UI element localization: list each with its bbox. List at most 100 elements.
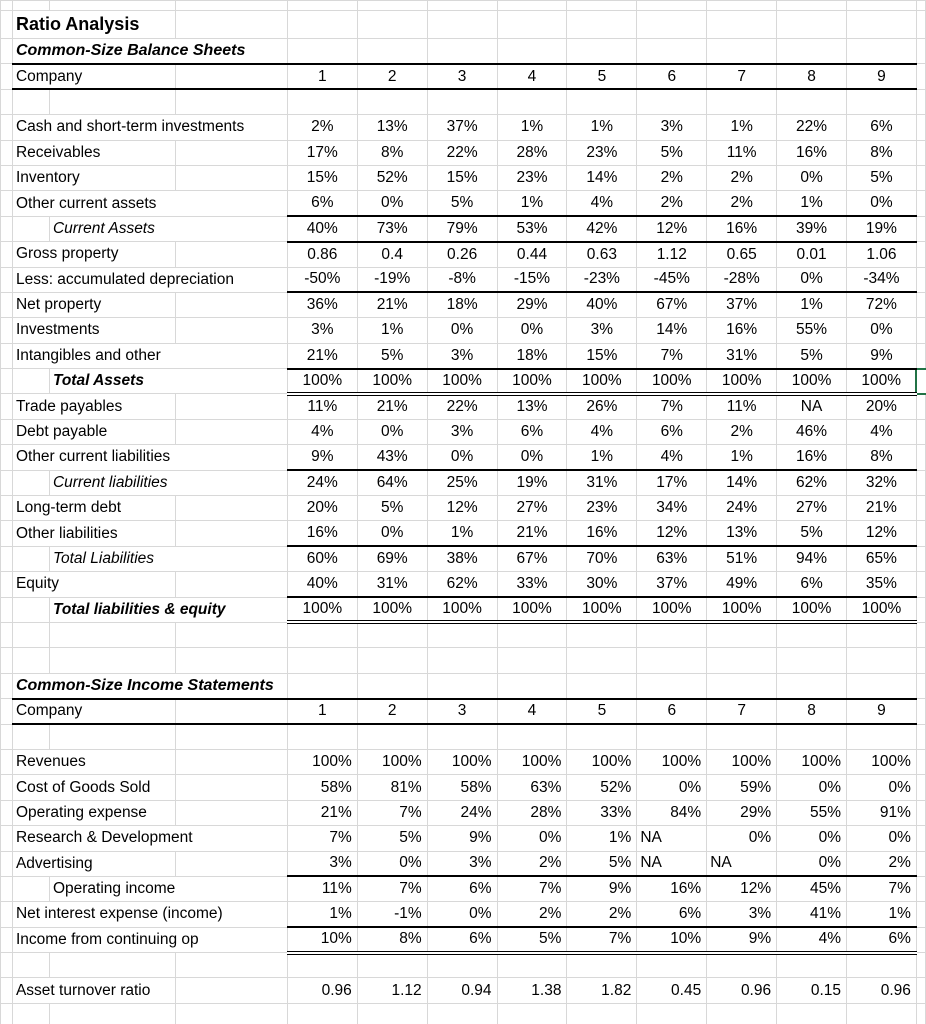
cell-value[interactable]	[496, 37, 568, 65]
cell-value[interactable]: 8%	[846, 444, 917, 472]
cell-value[interactable]	[566, 10, 638, 39]
cell-value[interactable]: 100%	[706, 748, 778, 776]
cell-value[interactable]	[776, 37, 847, 65]
company-number[interactable]: 9	[846, 697, 917, 726]
cell-value[interactable]	[636, 672, 708, 700]
cell-blank[interactable]	[11, 0, 50, 11]
cell-blank[interactable]	[915, 114, 926, 141]
cell-value[interactable]: 40%	[566, 291, 638, 319]
cell-blank[interactable]	[174, 418, 288, 446]
cell-blank[interactable]	[174, 520, 288, 547]
cell-blank[interactable]	[174, 748, 288, 776]
cell-value[interactable]: 39%	[776, 215, 847, 243]
cell-value[interactable]: 84%	[636, 799, 708, 827]
cell-value[interactable]	[846, 1002, 917, 1024]
cell-value[interactable]: 38%	[426, 545, 498, 573]
cell-blank[interactable]	[915, 952, 926, 979]
cell-blank[interactable]	[915, 672, 926, 700]
cell-value[interactable]	[706, 10, 778, 39]
company-number[interactable]: 2	[356, 697, 428, 726]
cell-blank[interactable]	[915, 850, 926, 877]
cell-value[interactable]	[706, 647, 778, 674]
cell-value[interactable]	[426, 621, 498, 649]
cell-value[interactable]: 100%	[776, 748, 847, 776]
cell-value[interactable]	[286, 0, 358, 11]
cell-value[interactable]: 22%	[426, 393, 498, 420]
cell-blank[interactable]	[0, 266, 13, 293]
cell-blank[interactable]	[915, 190, 926, 217]
cell-blank[interactable]	[11, 647, 50, 674]
cell-blank[interactable]	[915, 545, 926, 573]
cell-value[interactable]: 6%	[636, 418, 708, 446]
cell-value[interactable]: 11%	[286, 393, 358, 420]
cell-value[interactable]: 2%	[706, 164, 778, 192]
cell-value[interactable]: 1%	[706, 114, 778, 141]
cell-value[interactable]: 3%	[426, 418, 498, 446]
cell-value[interactable]: 33%	[496, 571, 568, 599]
cell-blank[interactable]	[0, 164, 13, 192]
cell-blank[interactable]	[0, 342, 13, 370]
cell-value[interactable]: 19%	[846, 215, 917, 243]
cell-value[interactable]: 100%	[496, 748, 568, 776]
cell-value[interactable]	[286, 10, 358, 39]
cell-value[interactable]: 3%	[426, 342, 498, 370]
cell-blank[interactable]	[0, 596, 13, 623]
cell-blank[interactable]	[0, 469, 13, 497]
cell-value[interactable]	[286, 88, 358, 116]
cell-value[interactable]: 0%	[776, 850, 847, 878]
cell-value[interactable]: 32%	[846, 469, 917, 497]
cell-value[interactable]: 15%	[426, 164, 498, 192]
cell-blank[interactable]	[174, 241, 288, 268]
cell-blank[interactable]	[174, 495, 288, 522]
cell-value[interactable]	[636, 0, 708, 11]
cell-value[interactable]: 0%	[426, 317, 498, 344]
cell-value[interactable]: 100%	[566, 368, 638, 396]
cell-blank[interactable]	[915, 774, 926, 801]
company-number[interactable]: 7	[706, 697, 778, 726]
cell-value[interactable]: 7%	[846, 875, 917, 903]
cell-value[interactable]: 2%	[636, 190, 708, 218]
row-label[interactable]: Other liabilities	[11, 520, 176, 547]
cell-blank[interactable]	[11, 596, 50, 623]
cell-value[interactable]	[706, 88, 778, 116]
cell-value[interactable]: 79%	[426, 215, 498, 243]
cell-blank[interactable]	[0, 190, 13, 217]
cell-blank[interactable]	[915, 37, 926, 65]
cell-value[interactable]: 22%	[776, 114, 847, 141]
cell-value[interactable]: 100%	[706, 368, 778, 396]
cell-value[interactable]: 67%	[636, 291, 708, 319]
cell-value[interactable]	[706, 37, 778, 65]
row-label[interactable]: Other current liabilities	[11, 444, 288, 471]
cell-blank[interactable]	[174, 621, 288, 649]
cell-value[interactable]: 94%	[776, 545, 847, 573]
cell-value[interactable]	[636, 952, 708, 979]
cell-value[interactable]: 0.86	[286, 241, 358, 268]
cell-value[interactable]	[776, 1002, 847, 1024]
cell-blank[interactable]	[0, 621, 13, 649]
cell-blank[interactable]	[174, 977, 288, 1004]
cell-value[interactable]: 100%	[776, 368, 847, 396]
cell-value[interactable]	[286, 37, 358, 65]
cell-value[interactable]: 100%	[846, 596, 917, 625]
cell-value[interactable]: 4%	[566, 190, 638, 218]
cell-blank[interactable]	[174, 799, 288, 827]
cell-value[interactable]: 11%	[706, 139, 778, 166]
cell-value[interactable]: 4%	[636, 444, 708, 472]
cell-blank[interactable]	[915, 647, 926, 674]
cell-value[interactable]: 16%	[706, 317, 778, 344]
cell-value[interactable]: 1%	[496, 190, 568, 218]
cell-value[interactable]: 73%	[356, 215, 428, 243]
cell-value[interactable]: 3%	[636, 114, 708, 141]
cell-value[interactable]: 5%	[356, 825, 428, 852]
cell-value[interactable]: 4%	[286, 418, 358, 446]
company-number[interactable]: 5	[566, 62, 638, 91]
cell-value[interactable]: 1.06	[846, 241, 917, 268]
cell-value[interactable]	[496, 1002, 568, 1024]
cell-blank[interactable]	[48, 952, 176, 979]
cell-blank[interactable]	[48, 88, 176, 116]
cell-value[interactable]	[496, 0, 568, 11]
cell-blank[interactable]	[915, 799, 926, 827]
cell-value[interactable]	[636, 647, 708, 674]
row-label[interactable]: Net property	[11, 291, 176, 319]
cell-blank[interactable]	[0, 723, 13, 750]
